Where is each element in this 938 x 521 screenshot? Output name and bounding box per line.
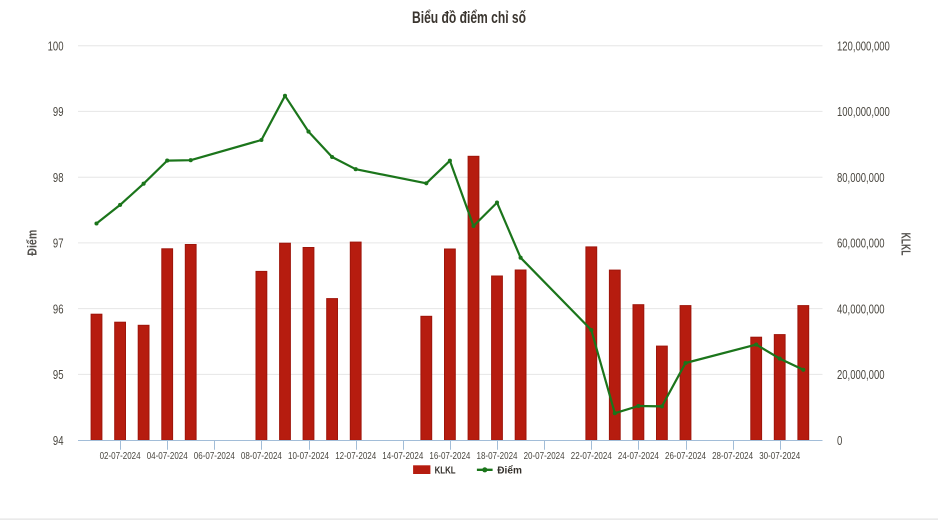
svg-text:99: 99 bbox=[53, 105, 64, 119]
svg-text:95: 95 bbox=[53, 368, 64, 382]
svg-text:26-07-2024: 26-07-2024 bbox=[665, 450, 706, 462]
svg-text:02-07-2024: 02-07-2024 bbox=[100, 450, 141, 462]
svg-text:60,000,000: 60,000,000 bbox=[837, 237, 885, 251]
svg-text:30-07-2024: 30-07-2024 bbox=[759, 450, 800, 462]
svg-text:94: 94 bbox=[53, 434, 64, 448]
svg-text:04-07-2024: 04-07-2024 bbox=[147, 450, 188, 462]
svg-text:24-07-2024: 24-07-2024 bbox=[618, 450, 659, 462]
svg-text:100,000,000: 100,000,000 bbox=[837, 105, 890, 119]
svg-text:28-07-2024: 28-07-2024 bbox=[712, 450, 753, 462]
svg-text:100: 100 bbox=[48, 40, 64, 54]
svg-text:80,000,000: 80,000,000 bbox=[837, 171, 885, 185]
svg-text:18-07-2024: 18-07-2024 bbox=[477, 450, 518, 462]
svg-text:Biểu đồ điểm chỉ số: Biểu đồ điểm chỉ số bbox=[412, 8, 526, 27]
svg-text:97: 97 bbox=[53, 237, 64, 251]
svg-text:10-07-2024: 10-07-2024 bbox=[288, 450, 329, 462]
svg-text:98: 98 bbox=[53, 171, 64, 185]
svg-text:96: 96 bbox=[53, 302, 64, 316]
svg-text:KLKL: KLKL bbox=[899, 233, 913, 256]
svg-text:Điểm: Điểm bbox=[497, 464, 522, 476]
svg-text:40,000,000: 40,000,000 bbox=[837, 302, 885, 316]
svg-text:08-07-2024: 08-07-2024 bbox=[241, 450, 282, 462]
svg-text:20,000,000: 20,000,000 bbox=[837, 368, 885, 382]
svg-text:12-07-2024: 12-07-2024 bbox=[335, 450, 376, 462]
svg-text:14-07-2024: 14-07-2024 bbox=[382, 450, 423, 462]
svg-text:06-07-2024: 06-07-2024 bbox=[194, 450, 235, 462]
svg-text:120,000,000: 120,000,000 bbox=[837, 40, 890, 54]
svg-text:Điểm: Điểm bbox=[26, 230, 40, 256]
svg-text:KLKL: KLKL bbox=[435, 464, 456, 476]
svg-text:0: 0 bbox=[837, 434, 842, 448]
svg-text:20-07-2024: 20-07-2024 bbox=[524, 450, 565, 462]
svg-text:16-07-2024: 16-07-2024 bbox=[429, 450, 470, 462]
svg-text:22-07-2024: 22-07-2024 bbox=[571, 450, 612, 462]
